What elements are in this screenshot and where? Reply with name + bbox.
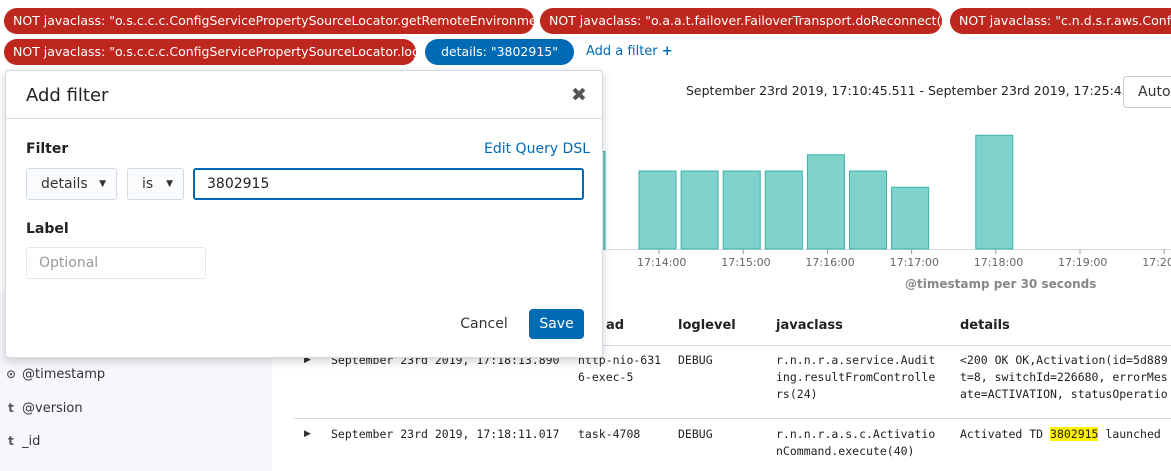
details-text: launched [1098,427,1161,441]
modal-divider [6,118,602,119]
filter-pill[interactable]: NOT javaclass: "o.a.a.t.failover.Failove… [540,8,942,34]
add-filter-label: Add a filter [586,44,658,59]
row-divider [294,418,1171,419]
row-divider [294,345,1171,346]
histogram-bar[interactable] [638,170,677,250]
histogram-chart: 17:14:00 17:15:00 17:16:00 17:17:00 17:18:00… [595,115,1171,300]
sidebar-field-id[interactable]: t _id [0,429,40,453]
histogram-svg [595,134,1171,254]
auto-refresh-button[interactable]: Auto [1123,76,1171,108]
details-text: Activated TD [960,427,1051,441]
add-filter-button[interactable]: Add a filter + [586,42,673,62]
histogram-bar[interactable] [891,186,930,250]
filter-pill[interactable]: NOT javaclass: "c.n.d.s.r.aws.ConfigClu [950,8,1171,34]
text-type-icon: t [8,434,14,448]
histogram-bar[interactable] [722,170,761,250]
add-filter-modal: Add filter ✖ Filter Edit Query DSL detai… [5,70,603,358]
operator-select-value: is [142,176,154,192]
cancel-button[interactable]: Cancel [460,316,508,332]
filter-pill-details[interactable]: details: "3802915" [425,39,574,65]
field-name: @timestamp [22,367,106,382]
caret-down-icon: ▼ [99,179,106,189]
x-tick-label: 17:14:00 [637,256,687,269]
close-icon[interactable]: ✖ [571,84,587,106]
x-tick-label: 17:19:00 [1058,256,1108,269]
edit-query-dsl-link[interactable]: Edit Query DSL [484,141,591,157]
column-header-loglevel[interactable]: loglevel [678,318,736,333]
filter-label: Filter [26,141,69,157]
cell-time: September 23rd 2019, 17:18:11.017 [331,427,560,441]
filter-value-input[interactable]: 3802915 [193,168,584,200]
label-input[interactable]: Optional [26,247,206,279]
field-select-value: details [41,176,88,192]
x-tick-label: 17:18:00 [973,256,1024,269]
filter-pill[interactable]: NOT javaclass: "o.s.c.c.c.ConfigServiceP… [4,8,534,34]
cell-details: Activated TD 3802915 launched [960,426,1161,443]
column-header-thread[interactable]: ad [606,318,625,333]
field-name: @version [22,401,83,416]
expand-arrow-icon[interactable]: ▶ [304,429,311,439]
x-tick-label: 17:20:00 [1142,256,1171,269]
histogram-bar[interactable] [806,154,845,250]
plus-icon: + [661,44,673,59]
save-button[interactable]: Save [529,309,584,339]
expand-arrow-icon[interactable]: ▶ [304,355,311,365]
text-type-icon: t [8,401,14,415]
modal-title: Add filter [26,85,109,106]
filter-bar: NOT javaclass: "o.s.c.c.c.ConfigServiceP… [0,0,1171,72]
sidebar-field-timestamp[interactable]: ⊙ @timestamp [0,362,105,386]
histogram-bar[interactable] [975,134,1014,250]
field-name: _id [22,434,41,449]
label-label: Label [26,221,69,237]
cell-javaclass: r.n.n.r.a.service.Audit ing.resultFromCo… [776,353,936,401]
x-tick-label: 17:16:00 [805,256,855,269]
field-select[interactable]: details ▼ [26,168,117,200]
column-header-details[interactable]: details [960,318,1010,333]
x-axis-title: @timestamp per 30 seconds [905,277,1097,291]
search-highlight: 3802915 [1050,427,1099,441]
histogram-bar[interactable] [849,170,887,250]
caret-down-icon: ▼ [166,179,173,189]
cell-javaclass: r.n.n.r.a.s.c.Activatio nCommand.execute… [776,427,936,458]
cell-loglevel: DEBUG [678,353,713,367]
results-table: ad loglevel javaclass details ▶ Septembe… [294,310,1171,471]
cell-loglevel: DEBUG [678,427,713,441]
x-tick-label: 17:17:00 [889,256,939,269]
cell-details: <200 OK OK,Activation(id=5d889 t=8, swit… [960,353,1168,401]
x-tick-label: 17:15:00 [721,256,771,269]
column-header-javaclass[interactable]: javaclass [776,318,843,333]
operator-select[interactable]: is ▼ [127,168,184,200]
clock-icon: ⊙ [5,367,17,381]
sidebar-field-version[interactable]: t @version [0,396,83,420]
histogram-bar[interactable] [764,170,803,250]
cell-thread: task-4708 [578,427,641,441]
histogram-bar[interactable] [680,170,719,250]
filter-pill[interactable]: NOT javaclass: "o.s.c.c.c.ConfigServiceP… [4,39,416,65]
time-range-display[interactable]: September 23rd 2019, 17:10:45.511 - Sept… [686,83,1171,98]
